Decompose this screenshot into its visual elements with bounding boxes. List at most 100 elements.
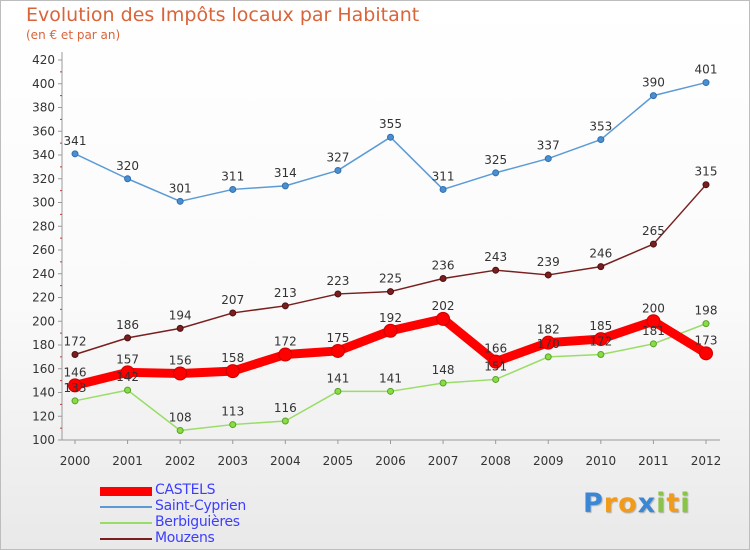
legend-label: Saint-Cyprien — [155, 498, 246, 514]
x-tick-label: 2002 — [165, 454, 196, 468]
data-label: 133 — [64, 381, 87, 395]
data-label: 198 — [695, 304, 718, 318]
x-tick-label: 2006 — [375, 454, 406, 468]
legend-label: Mouzens — [155, 530, 215, 546]
data-label: 311 — [221, 169, 244, 183]
data-label: 182 — [537, 323, 560, 337]
data-label: 401 — [695, 63, 718, 77]
data-point — [649, 92, 657, 100]
x-tick-label: 2004 — [270, 454, 301, 468]
data-point — [387, 288, 394, 296]
data-point — [120, 365, 135, 380]
data-label: 157 — [116, 352, 139, 366]
data-point — [702, 181, 710, 189]
x-tick-label: 2003 — [217, 454, 248, 468]
y-tick-label: 320 — [32, 172, 55, 186]
data-label: 116 — [274, 401, 297, 415]
data-label: 172 — [589, 335, 612, 349]
y-tick-label: 300 — [32, 196, 55, 210]
data-label: 185 — [589, 319, 612, 333]
y-tick-label: 140 — [32, 386, 55, 400]
y-tick-label: 180 — [32, 338, 55, 352]
data-label: 314 — [274, 166, 297, 180]
data-point — [439, 275, 447, 282]
data-label: 320 — [116, 159, 139, 173]
data-label: 243 — [484, 250, 507, 264]
data-label: 113 — [221, 405, 244, 419]
data-label: 148 — [432, 363, 455, 377]
data-point — [597, 351, 605, 358]
x-tick-label: 2008 — [480, 454, 511, 468]
proxiti-logo: Proxiti — [583, 488, 691, 519]
data-point — [492, 266, 500, 274]
data-point — [544, 271, 552, 279]
data-point — [278, 347, 293, 362]
data-label: 141 — [379, 371, 402, 385]
data-point — [436, 311, 451, 326]
data-point — [702, 320, 710, 328]
data-label: 172 — [274, 335, 297, 349]
data-point — [492, 375, 500, 383]
data-point — [176, 197, 184, 205]
data-point — [71, 397, 79, 405]
y-tick-label: 380 — [32, 101, 55, 115]
y-tick-label: 420 — [32, 53, 55, 67]
x-tick-label: 2000 — [60, 454, 91, 468]
data-point — [646, 314, 661, 329]
data-point — [544, 353, 552, 361]
data-label: 301 — [169, 181, 192, 195]
data-point — [383, 323, 398, 338]
data-label: 151 — [484, 359, 507, 373]
data-point — [68, 378, 82, 393]
legend-label: CASTELS — [155, 482, 216, 498]
data-point — [281, 182, 289, 190]
data-point — [124, 175, 132, 183]
data-label: 390 — [642, 76, 665, 90]
data-point — [71, 150, 79, 158]
x-tick-label: 2011 — [638, 454, 669, 468]
data-label: 325 — [484, 153, 507, 167]
legend-swatch — [100, 486, 152, 496]
data-label: 142 — [116, 370, 139, 384]
data-label: 146 — [64, 365, 87, 379]
logo-letter: P — [583, 488, 604, 519]
data-label: 353 — [589, 120, 612, 134]
data-label: 337 — [537, 139, 560, 153]
logo-letter: i — [656, 488, 667, 519]
logo-letter: o — [618, 488, 638, 519]
data-label: 173 — [695, 333, 718, 347]
logo-letter: x — [637, 488, 657, 519]
data-label: 141 — [326, 371, 349, 385]
legend-swatch — [100, 506, 152, 508]
data-point — [225, 364, 240, 379]
data-point — [387, 387, 394, 395]
data-point — [541, 335, 556, 350]
data-label: 213 — [274, 286, 297, 300]
chart-title: Evolution des Impôts locaux par Habitant — [26, 4, 420, 26]
x-tick-label: 2012 — [691, 454, 722, 468]
y-tick-label: 260 — [32, 243, 55, 257]
data-point — [229, 421, 237, 429]
data-point — [439, 185, 447, 193]
data-point — [597, 263, 605, 271]
data-label: 207 — [221, 293, 244, 307]
data-point — [439, 379, 447, 387]
data-point — [593, 332, 608, 347]
y-tick-label: 360 — [32, 124, 55, 138]
data-label: 327 — [326, 150, 349, 164]
data-point — [281, 417, 289, 425]
data-point — [702, 79, 710, 87]
data-point — [597, 136, 605, 144]
data-point — [281, 302, 289, 310]
data-label: 108 — [169, 411, 192, 425]
data-point — [176, 324, 184, 332]
y-tick-label: 160 — [32, 362, 55, 376]
data-label: 186 — [116, 318, 139, 332]
data-label: 200 — [642, 301, 665, 315]
data-point — [71, 351, 79, 358]
data-label: 246 — [589, 247, 612, 261]
data-point — [488, 354, 503, 369]
chart-subtitle: (en € et par an) — [26, 28, 121, 42]
